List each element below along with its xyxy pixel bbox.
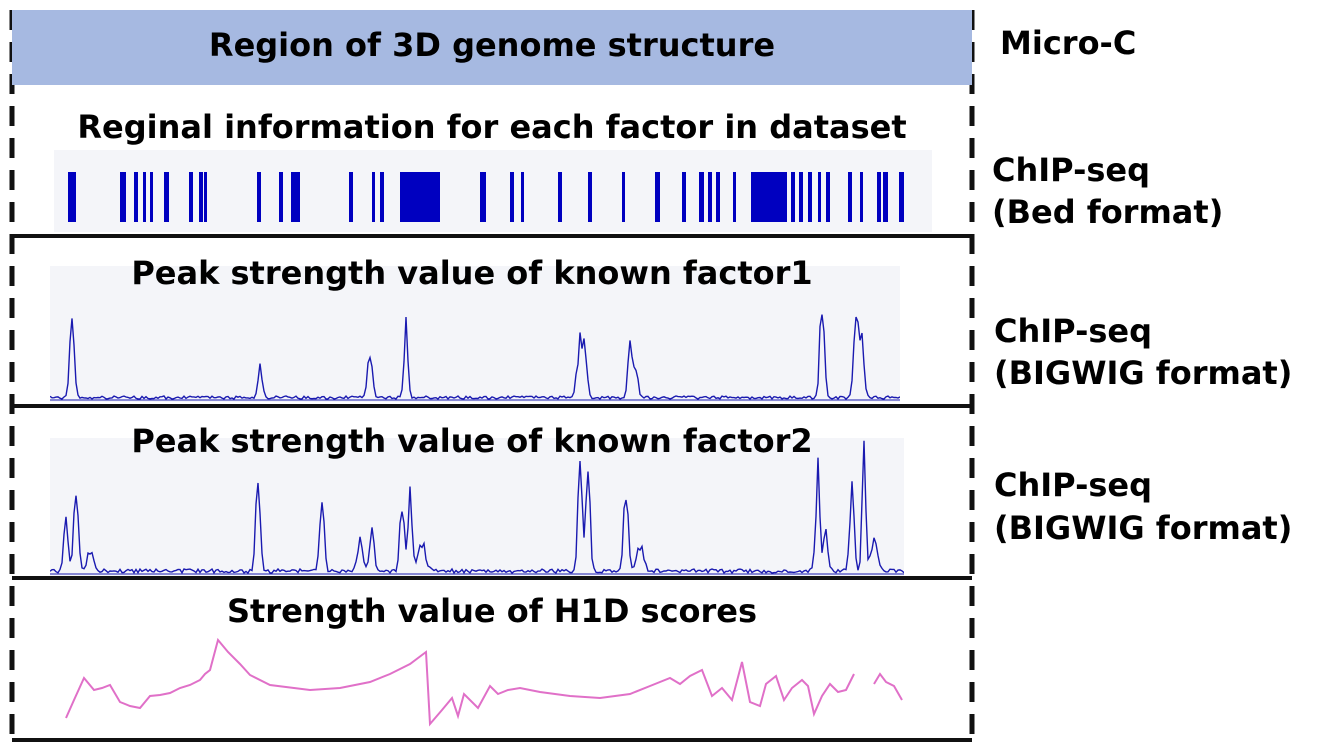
bed-region-bar [877,172,881,222]
h1d-score-track [65,637,903,727]
bed-region-bar [826,172,830,222]
bed-region-bar [134,172,138,222]
bed-region-bar [818,172,821,222]
bed-side-label-1: ChIP-seq [992,151,1150,189]
bed-region-bar [808,172,812,222]
bed-side-label-2: (Bed format) [992,193,1224,231]
factor1-side-label-2: (BIGWIG format) [994,354,1293,392]
bed-track [68,172,904,222]
bed-region-bar [622,172,625,222]
bed-region-bar [860,172,863,222]
bed-region-bar [189,172,193,222]
bed-region-bar [150,172,153,222]
bed-region-bar [682,172,686,222]
bigwig-signal-line [50,314,900,400]
bed-region-bar [655,172,660,222]
bed-region-bar [199,172,203,222]
header-title: Region of 3D genome structure [208,26,776,64]
factor1-side-label-1: ChIP-seq [994,312,1152,350]
bed-region-bar [899,172,904,222]
bed-region-bar [588,172,592,222]
bed-region-bar [791,172,795,222]
factor2-track-background [50,438,904,576]
h1d-track-title: Strength value of H1D scores [226,592,758,630]
bed-region-bar [699,172,704,222]
bed-region-bar [295,172,300,222]
bed-region-bar [848,172,852,222]
bed-region-bar [799,172,803,222]
bed-region-bar [120,172,126,222]
bed-region-bar [708,172,712,222]
bed-region-bar [279,172,283,222]
bed-region-bar [883,172,888,222]
bed-region-bar [291,172,295,222]
bed-region-bar [68,172,76,222]
factor2-track-title: Peak strength value of known factor2 [131,422,813,460]
bed-region-bar [521,172,524,222]
header-bar [12,10,972,85]
bed-region-bar [372,172,375,222]
bed-region-bar [400,172,440,222]
h1d-score-line-segment [873,672,903,701]
bed-region-bar [558,172,562,222]
bed-region-bar [380,172,384,222]
bed-region-bar [164,172,169,222]
bed-region-bar [204,172,207,222]
factor1-signal-track [50,314,900,401]
factor1-track-background [50,266,900,402]
factor2-side-label-2: (BIGWIG format) [994,509,1293,547]
bed-region-bar [480,172,486,222]
bed-region-bar [716,172,720,222]
bed-region-bar [143,172,146,222]
bigwig-signal-line [50,440,904,575]
bed-region-bar [257,172,261,222]
factor2-signal-track [50,440,904,575]
bed-region-bar [510,172,514,222]
bed-region-bar [349,172,353,222]
bed-region-bar [751,172,787,222]
h1d-score-line [65,637,855,727]
factor1-track-title: Peak strength value of known factor1 [131,254,813,292]
factor2-side-label-1: ChIP-seq [994,466,1152,504]
bed-region-bar [733,172,736,222]
micro-c-label: Micro-C [1000,24,1137,62]
bed-track-title: Reginal information for each factor in d… [77,108,907,146]
